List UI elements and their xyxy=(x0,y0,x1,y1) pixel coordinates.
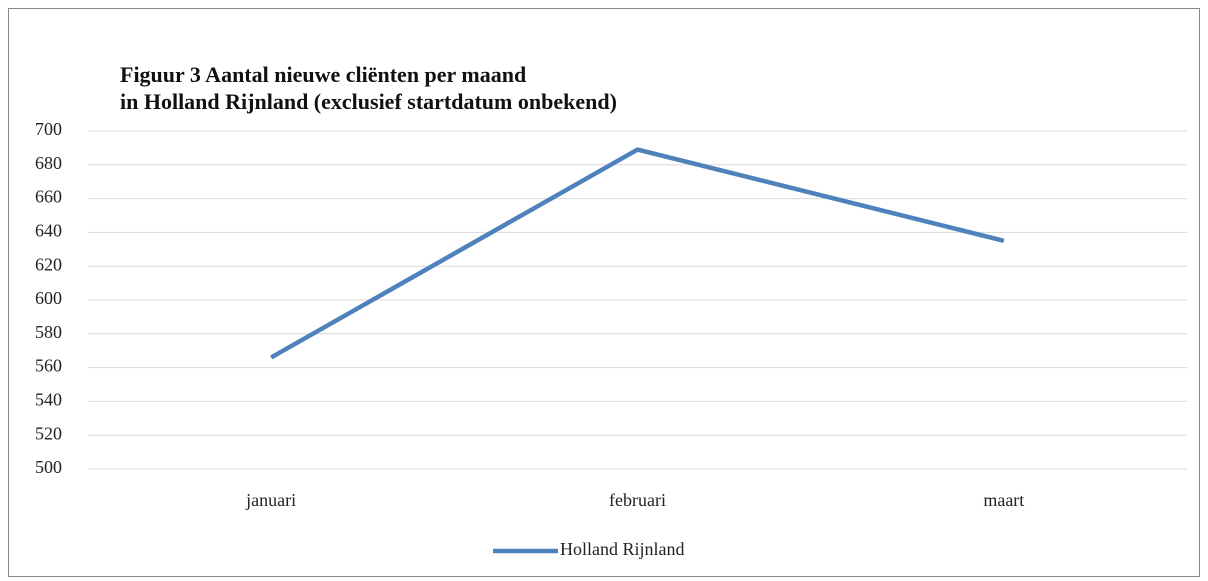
chart-title: in Holland Rijnland (exclusief startdatu… xyxy=(120,89,617,114)
y-tick-label: 700 xyxy=(35,119,62,139)
data-line xyxy=(270,147,1005,360)
y-tick-label: 600 xyxy=(35,288,62,308)
y-tick-label: 660 xyxy=(35,187,62,207)
y-tick-label: 500 xyxy=(35,457,62,477)
chart-border xyxy=(8,8,1200,577)
y-tick-label: 560 xyxy=(35,356,62,376)
y-tick-label: 680 xyxy=(35,153,62,173)
y-tick-label: 580 xyxy=(35,322,62,342)
chart-title: Figuur 3 Aantal nieuwe cliënten per maan… xyxy=(120,62,526,87)
legend-label: Holland Rijnland xyxy=(560,539,685,559)
x-tick-label: februari xyxy=(609,490,666,510)
y-tick-label: 640 xyxy=(35,221,62,241)
y-tick-label: 540 xyxy=(35,390,62,410)
y-tick-label: 620 xyxy=(35,254,62,274)
x-tick-label: januari xyxy=(245,490,296,510)
x-tick-label: maart xyxy=(983,490,1024,510)
y-tick-label: 520 xyxy=(35,423,62,443)
